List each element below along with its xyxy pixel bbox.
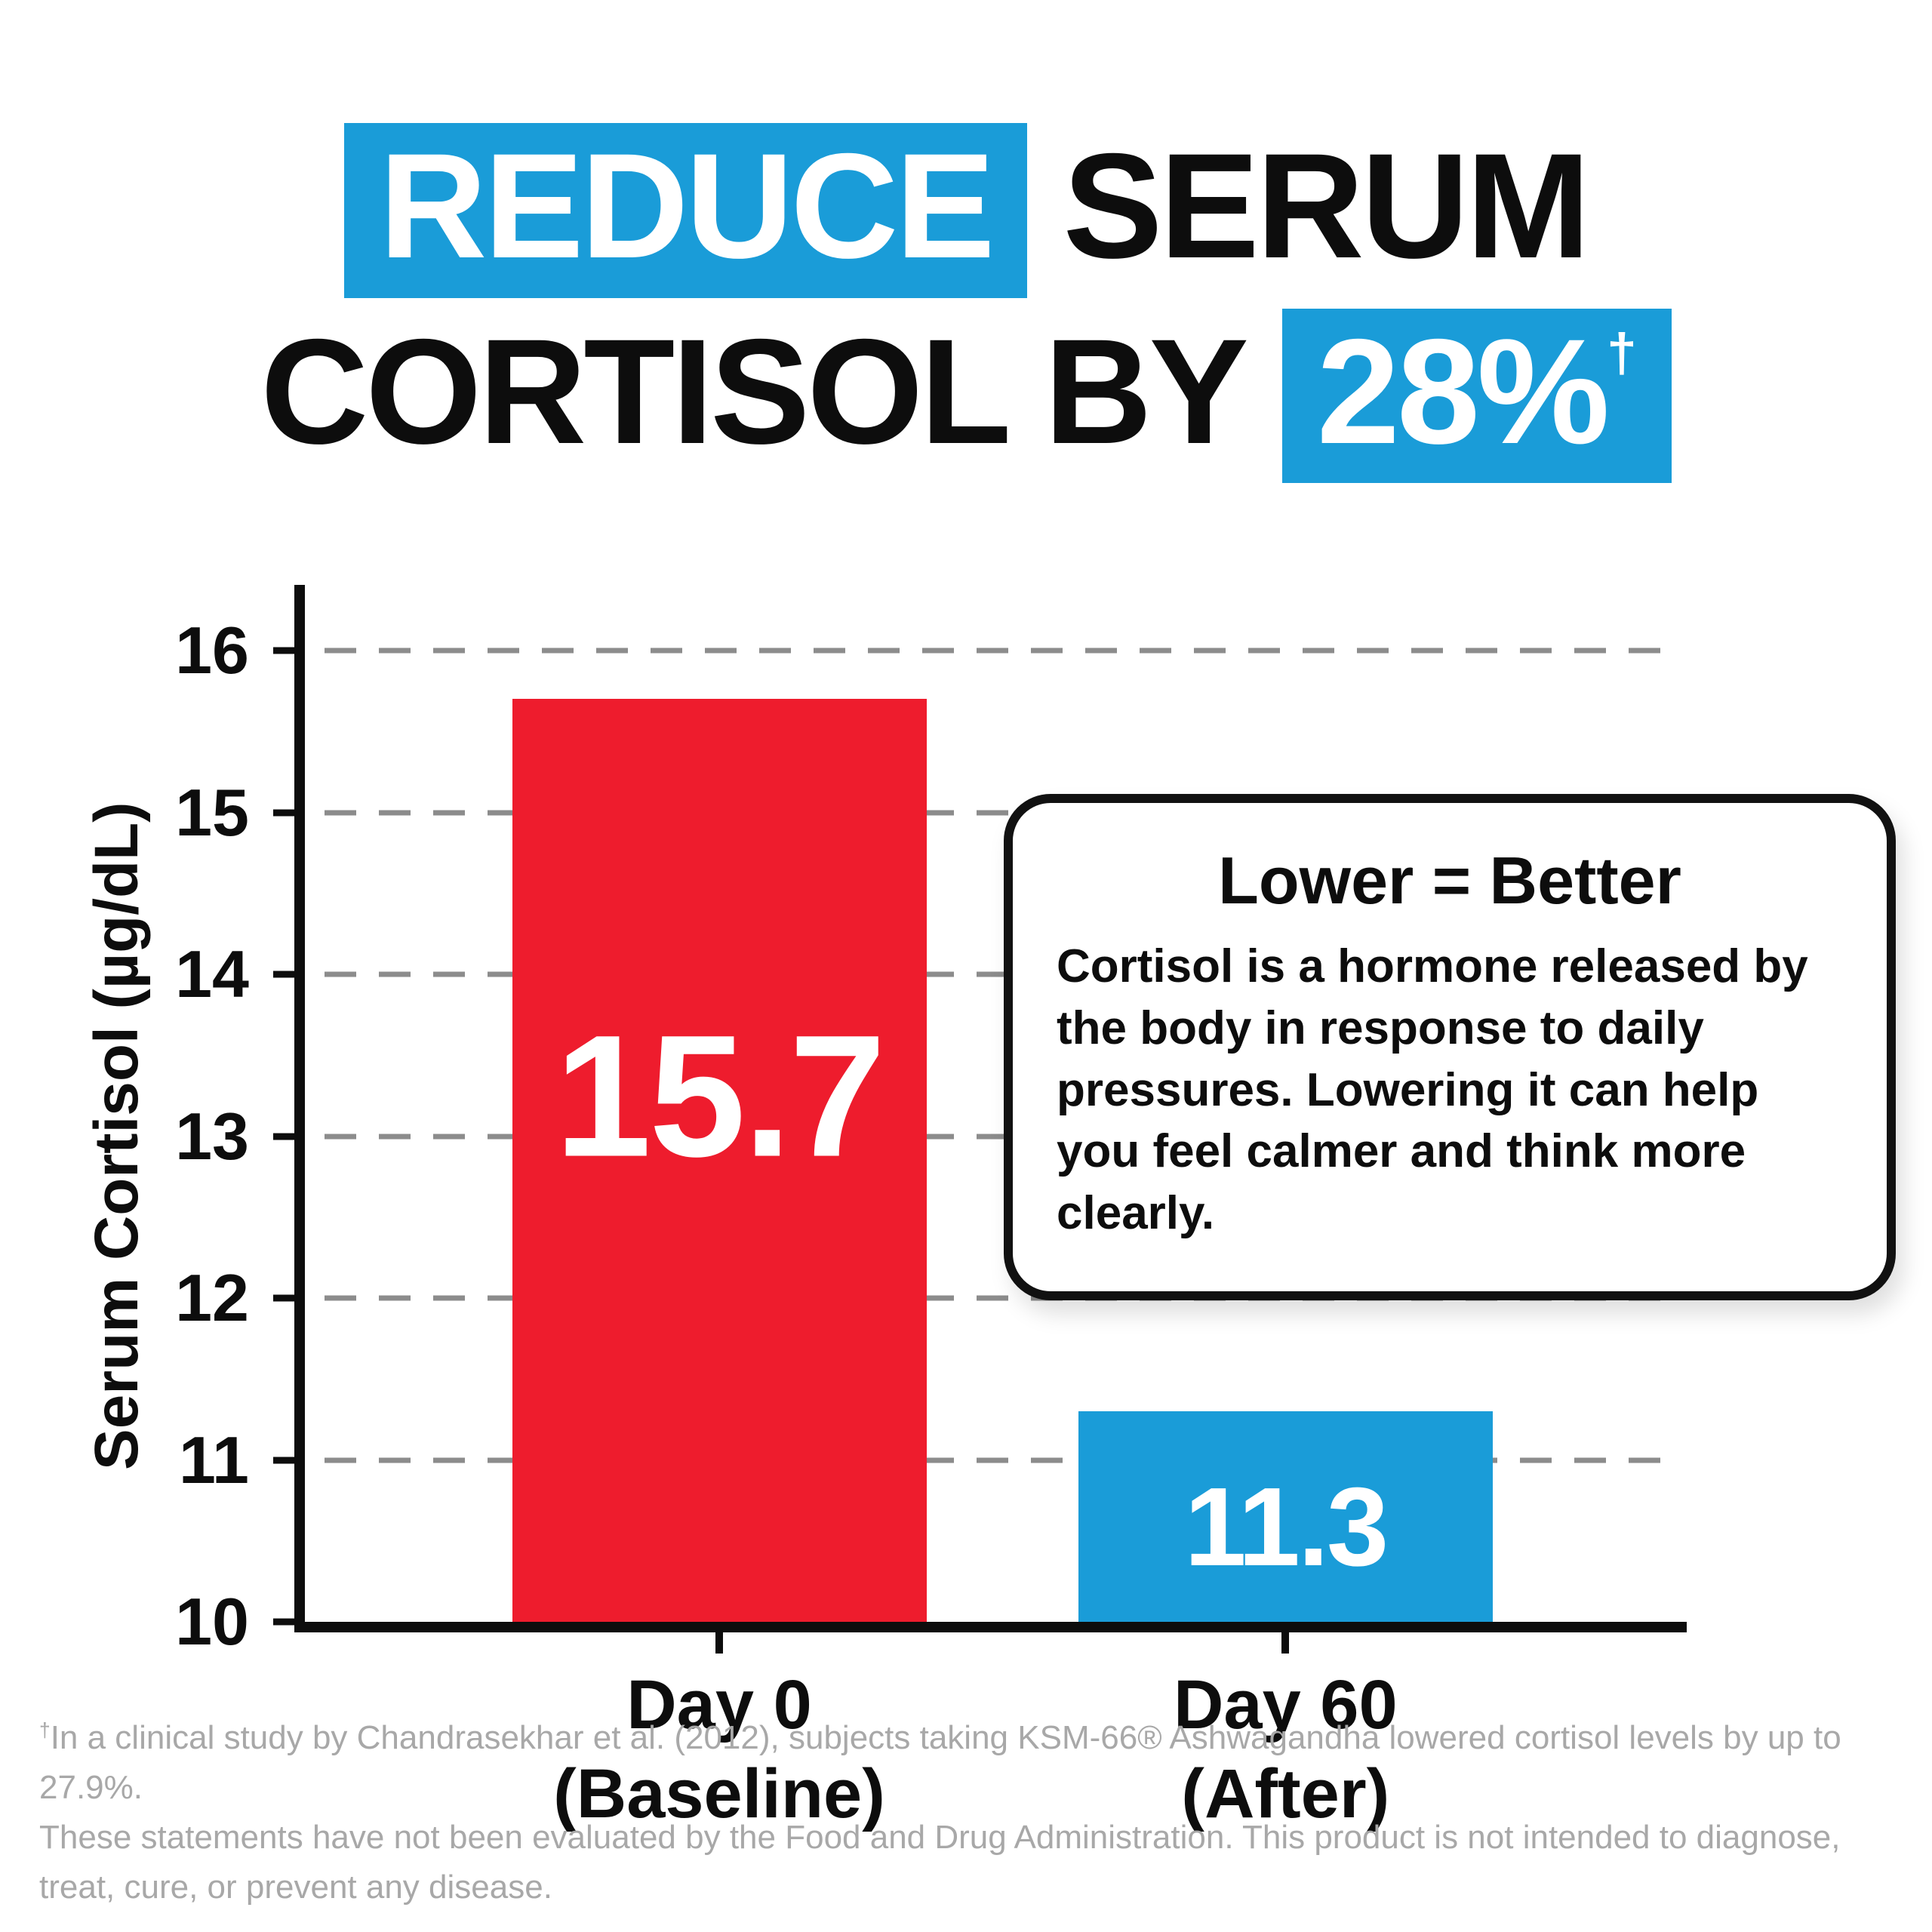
bar-day0-baseline: 15.7 — [512, 699, 927, 1622]
y-tick-label: 14 — [175, 937, 249, 1011]
y-tick-mark — [273, 1457, 305, 1463]
lower-is-better-callout: Lower = Better Cortisol is a hormone rel… — [1004, 794, 1896, 1301]
bar-value-day0: 15.7 — [555, 998, 886, 1193]
title-text-serum: SERUM — [1063, 122, 1591, 289]
y-tick-mark — [273, 1133, 305, 1140]
gridline — [325, 1295, 1680, 1301]
gridline — [325, 971, 1680, 977]
y-tick-mark — [273, 971, 305, 978]
bar-day60-after: 11.3 — [1078, 1411, 1493, 1622]
x-label-day0: Day 0 (Baseline) — [553, 1666, 885, 1832]
y-tick-label: 11 — [178, 1422, 249, 1497]
x-tick-mark — [1281, 1622, 1290, 1654]
title-highlight-reduce: REDUCE — [344, 123, 1027, 298]
footnote: †In a clinical study by Chandrasekhar et… — [39, 1713, 1902, 1912]
title-line-1: REDUCE SERUM — [0, 113, 1932, 299]
gridline — [325, 648, 1680, 654]
y-tick-mark — [273, 647, 305, 654]
x-tick-mark — [715, 1622, 723, 1654]
y-axis-line — [294, 585, 305, 1632]
gridline — [325, 810, 1680, 815]
x-label-day60: Day 60 (After) — [1173, 1666, 1398, 1832]
y-tick-label: 10 — [175, 1584, 249, 1659]
footnote-marker: † — [39, 1718, 51, 1742]
dagger-marker: † — [1607, 322, 1637, 383]
callout-body: Cortisol is a hormone released by the bo… — [1057, 940, 1808, 1240]
footnote-line-1: †In a clinical study by Chandrasekhar et… — [39, 1718, 1841, 1806]
y-tick-label: 13 — [175, 1098, 249, 1174]
title-text-cortisol-by: CORTISOL BY — [260, 307, 1248, 475]
y-tick-mark — [273, 1294, 305, 1302]
page-title: REDUCE SERUM CORTISOL BY 28%† — [0, 113, 1932, 484]
gridline — [325, 1134, 1680, 1139]
y-tick-mark — [273, 809, 305, 816]
bar-value-day60: 11.3 — [1184, 1464, 1389, 1589]
title-highlight-28pct: 28%† — [1281, 308, 1672, 484]
plot-area: 10 11 12 13 14 15 16 15.7 11.3 Day 0 (Ba… — [175, 613, 1686, 1832]
gridline — [325, 1457, 1680, 1463]
x-axis-line — [294, 1622, 1687, 1632]
title-line-2: CORTISOL BY 28%† — [0, 299, 1932, 485]
y-tick-label: 16 — [175, 613, 249, 688]
y-tick-label: 15 — [175, 774, 249, 850]
y-tick-label: 12 — [175, 1260, 249, 1335]
y-axis-title: Serum Cortisol (µg/dL) — [82, 801, 151, 1471]
y-tick-mark — [273, 1618, 305, 1626]
callout-heading: Lower = Better — [1218, 843, 1681, 918]
footnote-line-2: These statements have not been evaluated… — [39, 1819, 1841, 1906]
